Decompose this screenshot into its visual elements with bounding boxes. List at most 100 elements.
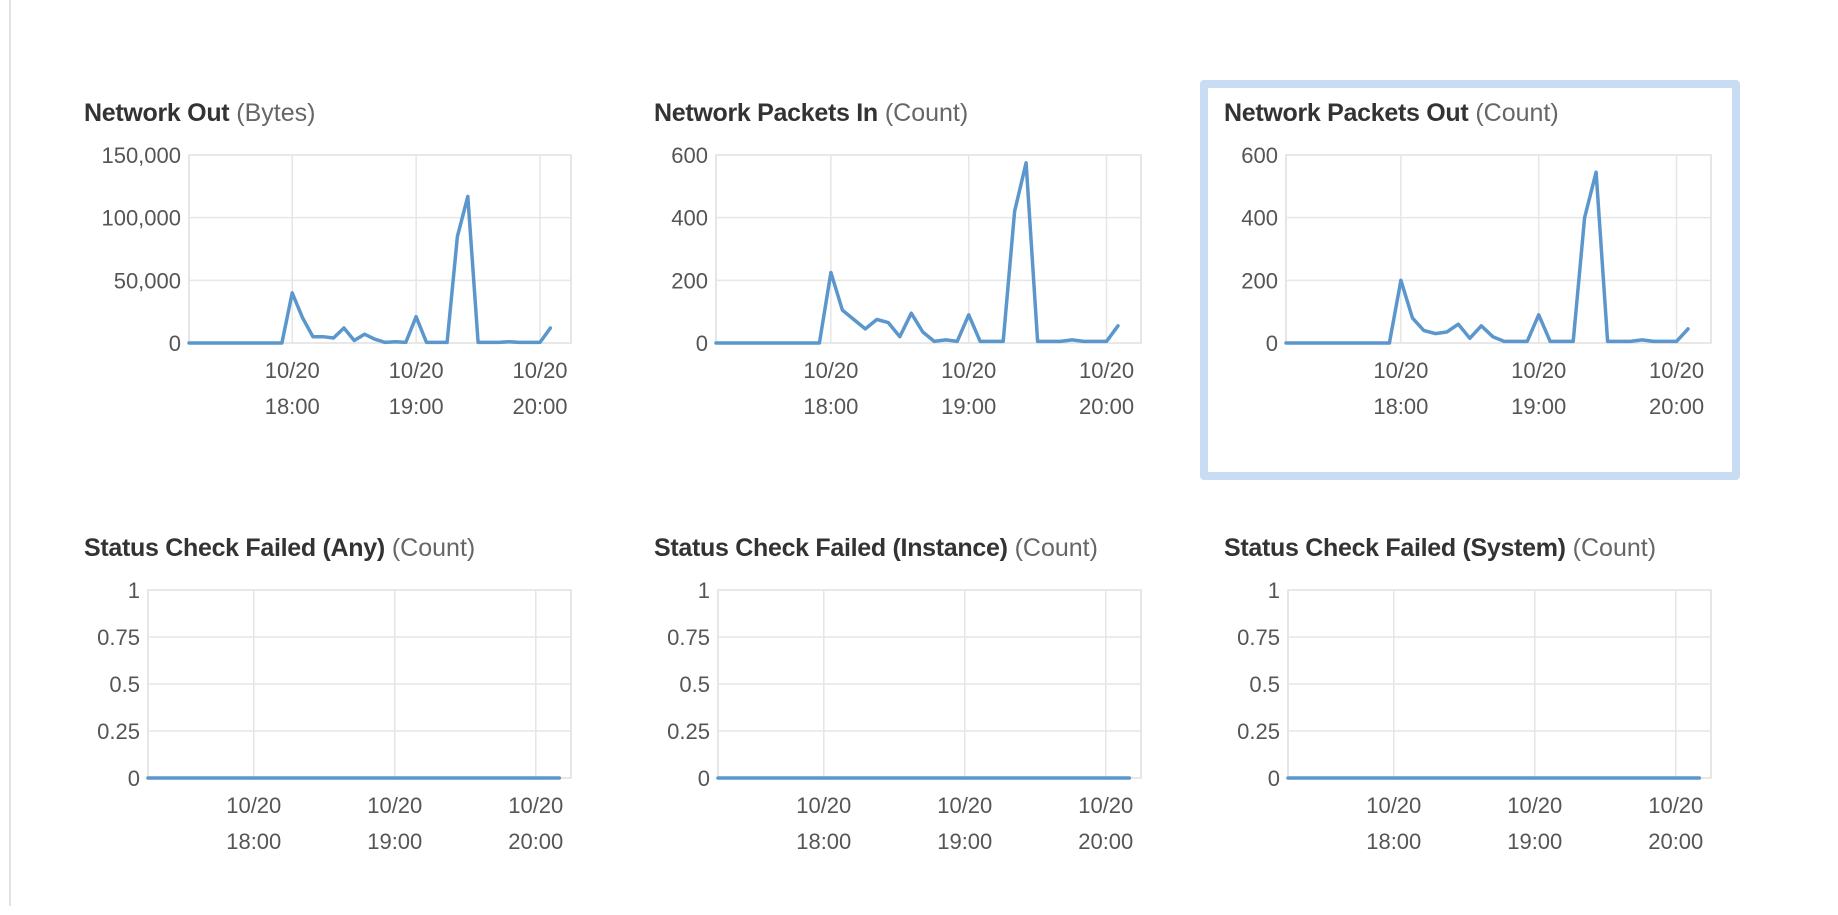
panel-title: Network Packets Out (Count) xyxy=(1224,98,1559,128)
x-tick-date-label: 10/20 xyxy=(1079,358,1134,383)
x-tick-date-label: 10/20 xyxy=(512,358,567,383)
x-tick-time-label: 20:00 xyxy=(1078,829,1133,854)
metric-name: Network Packets In xyxy=(654,99,878,127)
metric-unit: (Count) xyxy=(391,534,476,562)
metric-unit: (Count) xyxy=(1014,534,1098,562)
panel-title: Status Check Failed (Instance) (Count) xyxy=(654,533,1098,563)
series-line xyxy=(1284,170,1690,345)
y-tick-label: 1 xyxy=(698,578,710,603)
metric-panel-status-check-failed-system[interactable]: Status Check Failed (System) (Count) 0 0.… xyxy=(1200,515,1740,915)
y-tick-label: 0 xyxy=(128,766,140,791)
x-tick-date-label: 10/20 xyxy=(265,358,320,383)
x-tick-date-label: 10/20 xyxy=(1511,358,1566,383)
x-tick-time-label: 18:00 xyxy=(1373,394,1428,419)
metric-name: Status Check Failed (System) xyxy=(1224,534,1566,562)
panel-title: Status Check Failed (System) (Count) xyxy=(1224,533,1656,563)
metric-name: Network Out xyxy=(84,99,230,127)
x-tick-date-label: 10/20 xyxy=(367,793,422,818)
y-tick-label: 0 xyxy=(169,331,181,356)
metric-name: Status Check Failed (Instance) xyxy=(654,534,1008,562)
y-tick-label: 0.25 xyxy=(667,719,710,744)
metric-panel-network-packets-in[interactable]: Network Packets In (Count) 0 200 400 600 10/… xyxy=(630,80,1170,480)
x-tick-time-label: 20:00 xyxy=(508,829,563,854)
metric-chart: 0 0.25 0.5 0.75 1 10/20 18:00 10/20 19:00 10/20 20… xyxy=(97,578,572,854)
y-tick-label: 200 xyxy=(1241,268,1278,293)
x-tick-time-label: 18:00 xyxy=(226,829,281,854)
metric-panel-status-check-failed-any[interactable]: Status Check Failed (Any) (Count) 0 0.25 0… xyxy=(60,515,600,915)
x-tick-date-label: 10/20 xyxy=(803,358,858,383)
metric-chart: 0 50,000 100,000 150,000 10/20 18:00 10/20 19:0… xyxy=(101,143,572,419)
y-tick-label: 0.75 xyxy=(97,625,140,650)
series-line xyxy=(187,194,553,345)
metric-chart: 0 0.25 0.5 0.75 1 10/20 18:00 10/20 19:00 10/20 20… xyxy=(1237,578,1712,854)
y-tick-label: 50,000 xyxy=(114,268,181,293)
metric-unit: (Count) xyxy=(1572,534,1657,562)
x-tick-date-label: 10/20 xyxy=(1366,793,1421,818)
y-tick-label: 0 xyxy=(698,766,710,791)
x-tick-time-label: 19:00 xyxy=(1511,394,1566,419)
metric-unit: (Bytes) xyxy=(236,99,316,127)
series-line xyxy=(714,161,1120,345)
y-tick-label: 400 xyxy=(671,206,708,231)
y-tick-label: 0.25 xyxy=(1237,719,1280,744)
y-tick-label: 100,000 xyxy=(101,206,181,231)
x-tick-time-label: 20:00 xyxy=(1648,829,1703,854)
x-tick-date-label: 10/20 xyxy=(937,793,992,818)
y-tick-label: 0 xyxy=(1268,766,1280,791)
metric-chart: 0 200 400 600 10/20 18:00 10/20 19:00 10/20 20:00 xyxy=(671,143,1142,419)
x-tick-date-label: 10/20 xyxy=(796,793,851,818)
panel-title: Network Out (Bytes) xyxy=(84,98,315,128)
x-tick-time-label: 19:00 xyxy=(941,394,996,419)
metric-panel-network-packets-out[interactable]: Network Packets Out (Count) 0 200 400 600 10… xyxy=(1200,80,1740,480)
content-left-border xyxy=(9,0,11,906)
y-tick-label: 0.75 xyxy=(667,625,710,650)
y-tick-label: 0.75 xyxy=(1237,625,1280,650)
x-tick-time-label: 19:00 xyxy=(937,829,992,854)
metric-unit: (Count) xyxy=(1475,99,1559,127)
y-tick-label: 150,000 xyxy=(101,143,181,168)
x-tick-date-label: 10/20 xyxy=(1078,793,1133,818)
x-tick-time-label: 20:00 xyxy=(512,394,567,419)
y-tick-label: 400 xyxy=(1241,206,1278,231)
x-tick-time-label: 19:00 xyxy=(389,394,444,419)
metric-chart: 0 200 400 600 10/20 18:00 10/20 19:00 10/20 20:00 xyxy=(1241,143,1712,419)
panel-title: Status Check Failed (Any) (Count) xyxy=(84,533,475,563)
y-tick-label: 0.5 xyxy=(109,672,140,697)
x-tick-time-label: 18:00 xyxy=(796,829,851,854)
x-tick-time-label: 19:00 xyxy=(1507,829,1562,854)
y-tick-label: 0 xyxy=(696,331,708,356)
y-tick-label: 0.5 xyxy=(1249,672,1280,697)
metric-panel-status-check-failed-instance[interactable]: Status Check Failed (Instance) (Count) 0… xyxy=(630,515,1170,915)
x-tick-date-label: 10/20 xyxy=(389,358,444,383)
y-tick-label: 0.5 xyxy=(679,672,710,697)
y-tick-label: 600 xyxy=(1241,143,1278,168)
x-tick-date-label: 10/20 xyxy=(226,793,281,818)
x-tick-time-label: 18:00 xyxy=(803,394,858,419)
x-tick-date-label: 10/20 xyxy=(1649,358,1704,383)
plot-area xyxy=(1285,154,1712,344)
x-tick-date-label: 10/20 xyxy=(1648,793,1703,818)
x-tick-time-label: 18:00 xyxy=(265,394,320,419)
x-tick-time-label: 19:00 xyxy=(367,829,422,854)
plot-area xyxy=(715,154,1142,344)
x-tick-time-label: 20:00 xyxy=(1079,394,1134,419)
metric-chart: 0 0.25 0.5 0.75 1 10/20 18:00 10/20 19:00 10/20 20… xyxy=(667,578,1142,854)
x-tick-time-label: 18:00 xyxy=(1366,829,1421,854)
metric-name: Status Check Failed (Any) xyxy=(84,534,385,562)
y-tick-label: 0.25 xyxy=(97,719,140,744)
metric-unit: (Count) xyxy=(884,99,969,127)
panel-title: Network Packets In (Count) xyxy=(654,98,968,128)
y-tick-label: 200 xyxy=(671,268,708,293)
x-tick-date-label: 10/20 xyxy=(1507,793,1562,818)
plot-area xyxy=(188,154,572,344)
metric-panel-network-out[interactable]: Network Out (Bytes) 0 50,000 100,000 150,00… xyxy=(60,80,600,480)
y-tick-label: 0 xyxy=(1266,331,1278,356)
x-tick-date-label: 10/20 xyxy=(508,793,563,818)
y-tick-label: 600 xyxy=(671,143,708,168)
y-tick-label: 1 xyxy=(128,578,140,603)
y-tick-label: 1 xyxy=(1268,578,1280,603)
x-tick-date-label: 10/20 xyxy=(941,358,996,383)
x-tick-date-label: 10/20 xyxy=(1373,358,1428,383)
metric-name: Network Packets Out xyxy=(1224,99,1469,127)
x-tick-time-label: 20:00 xyxy=(1649,394,1704,419)
